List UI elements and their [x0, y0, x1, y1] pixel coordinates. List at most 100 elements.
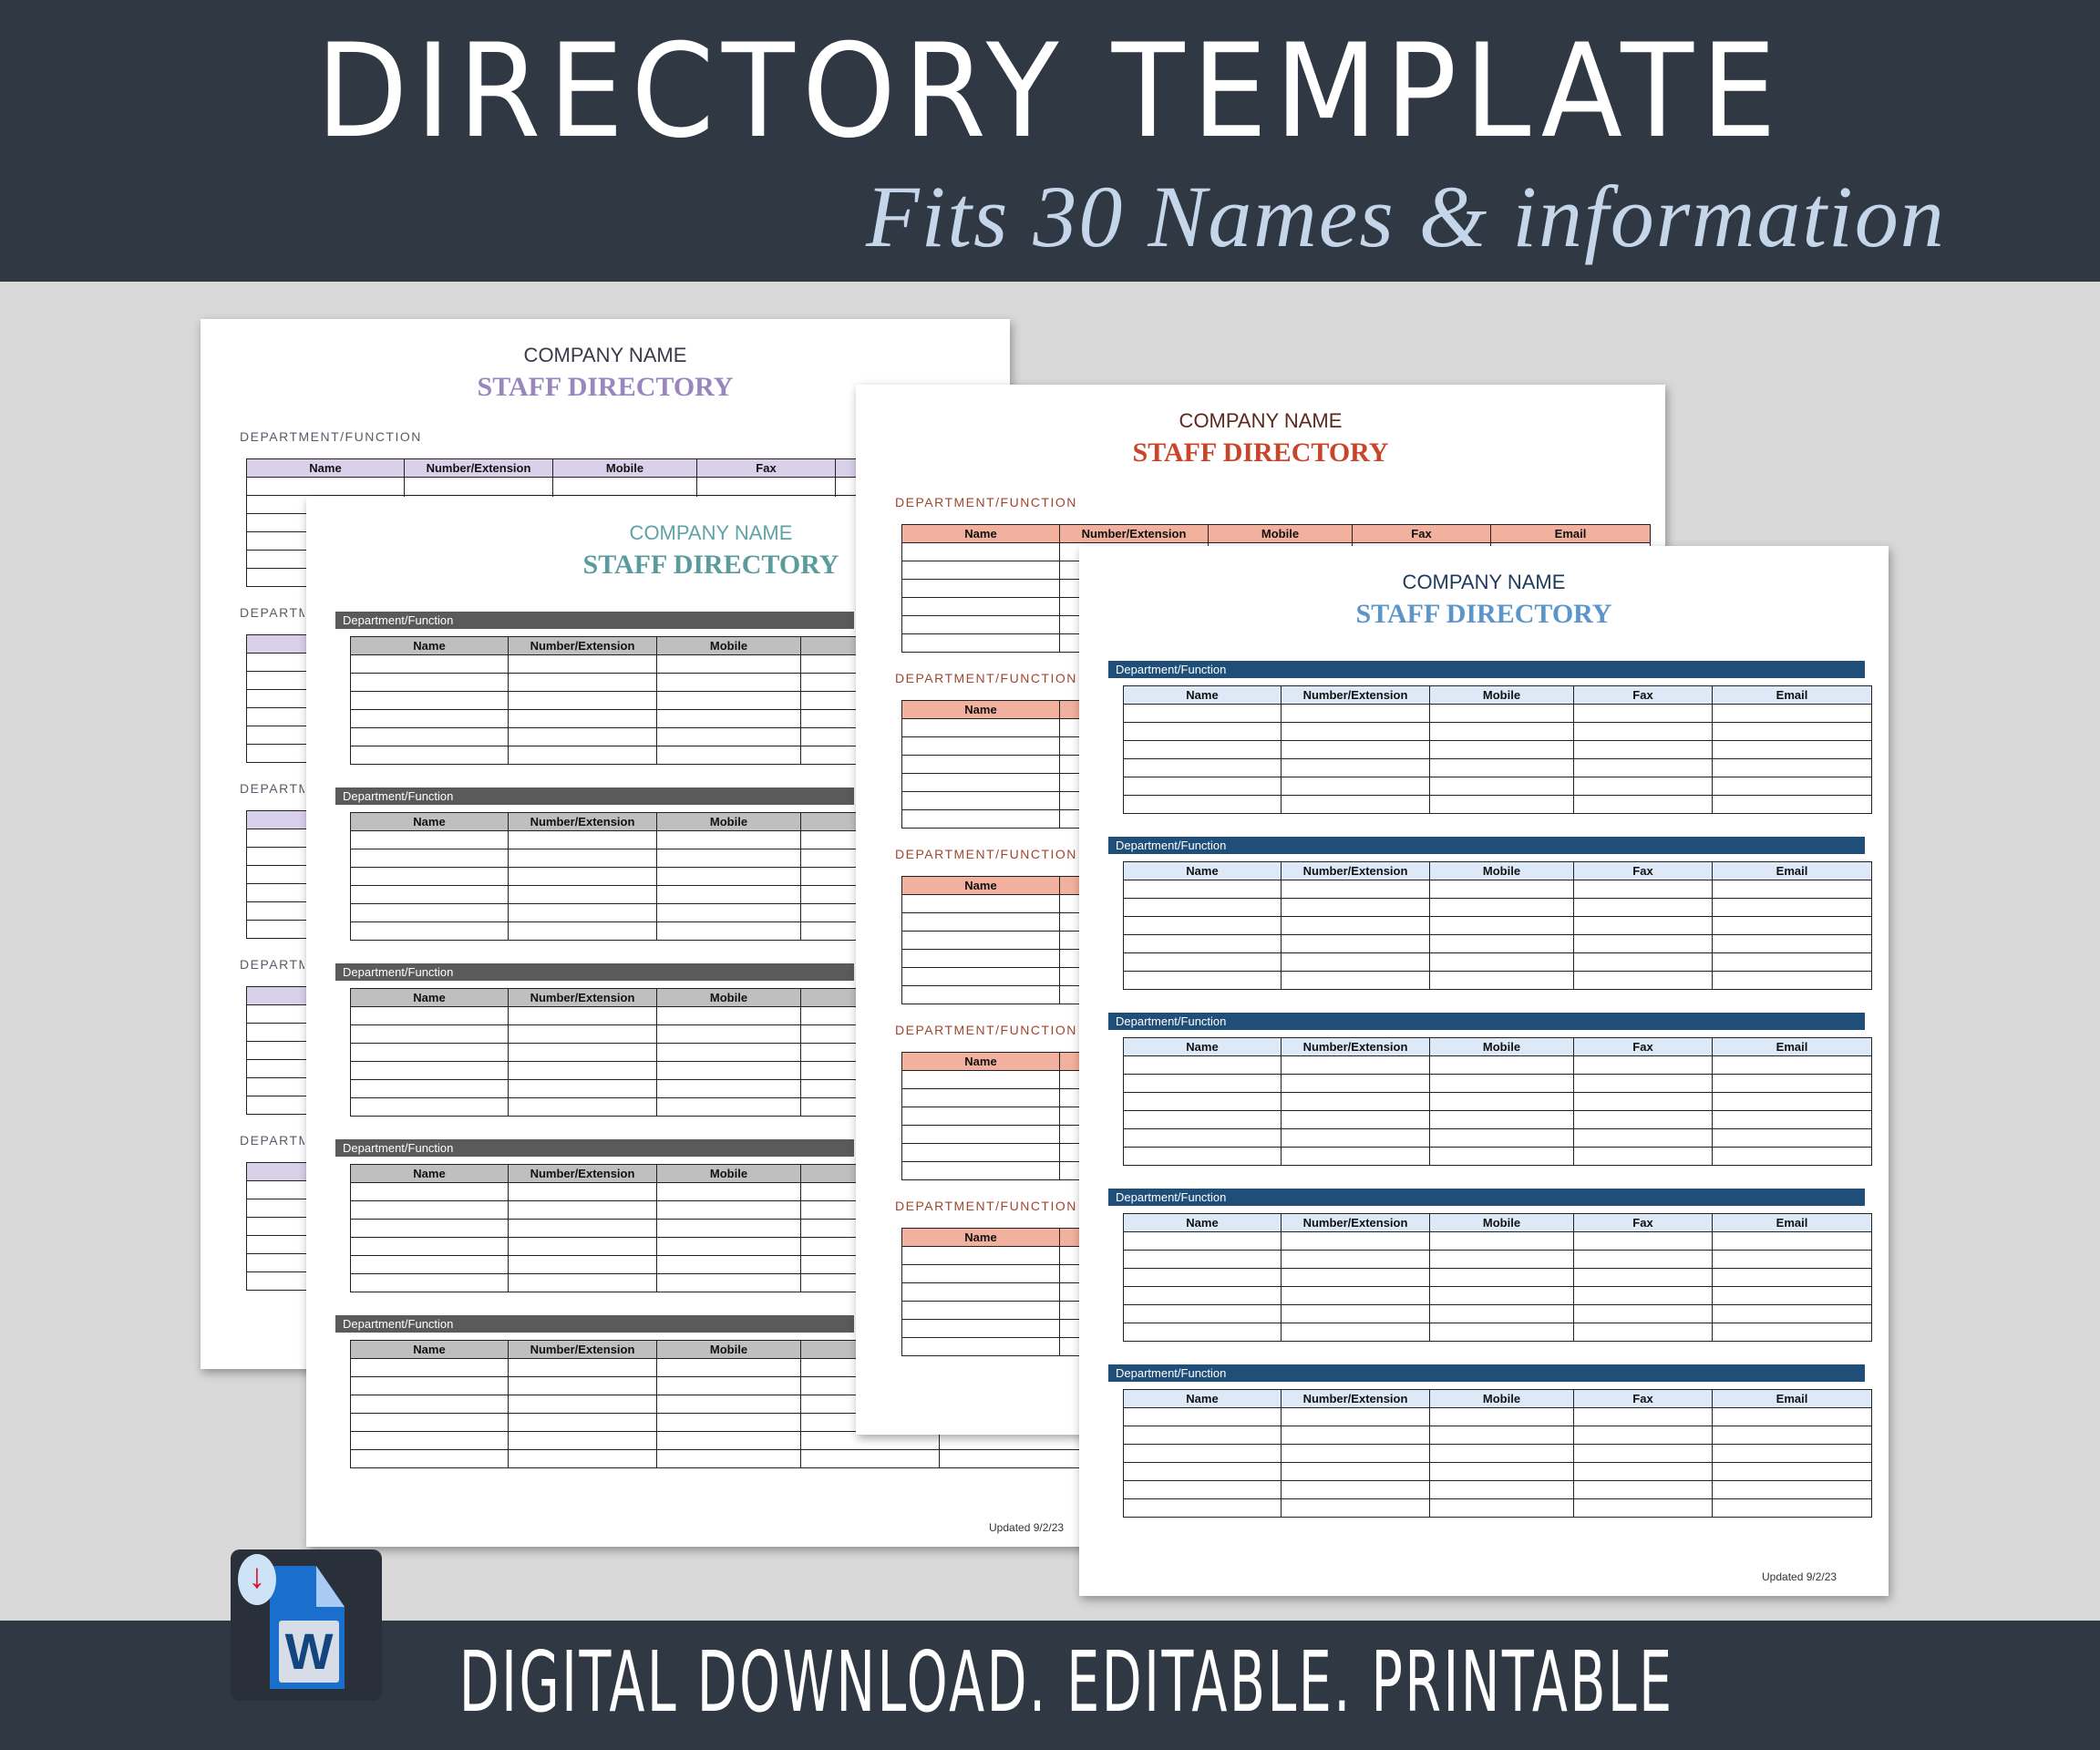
- table-cell: [901, 931, 1060, 950]
- column-header: Name: [350, 1340, 509, 1359]
- table-cell: [350, 903, 509, 922]
- section-header: Department/Function: [335, 788, 854, 805]
- table-cell: [1123, 934, 1282, 953]
- column-header: Mobile: [1429, 685, 1574, 705]
- column-header: Mobile: [656, 636, 801, 655]
- table-cell: [656, 903, 801, 922]
- table-cell: [1281, 1462, 1430, 1481]
- column-header: Name: [350, 1164, 509, 1183]
- table-cell: [901, 773, 1060, 792]
- table-cell: [1712, 1444, 1872, 1463]
- table-cell: [1573, 722, 1713, 741]
- table-cell: [1429, 777, 1574, 796]
- table-row: [1123, 952, 1872, 972]
- table-cell: [1123, 1323, 1282, 1342]
- column-header: Number/Extension: [1281, 1389, 1430, 1408]
- table-cell: [1123, 916, 1282, 935]
- table-cell: [1712, 880, 1872, 899]
- table-cell: [1429, 795, 1574, 814]
- table-cell: [1281, 1250, 1430, 1269]
- table-cell: [1573, 1407, 1713, 1426]
- table-cell: [1712, 1323, 1872, 1342]
- table-cell: [1281, 740, 1430, 759]
- table-cell: [1712, 1092, 1872, 1111]
- column-header: Name: [1123, 1037, 1282, 1056]
- column-header: Name: [1123, 685, 1282, 705]
- table-cell: [508, 1006, 657, 1025]
- column-header: Number/Extension: [508, 636, 657, 655]
- table-cell: [508, 1273, 657, 1292]
- section-header: Department/Function: [1108, 837, 1865, 854]
- table-cell: [656, 830, 801, 849]
- table-cell: [1573, 704, 1713, 723]
- column-header: Fax: [1352, 524, 1491, 543]
- table-cell: [656, 1237, 801, 1256]
- table-cell: [656, 867, 801, 886]
- table-cell: [1123, 898, 1282, 917]
- table-cell: [1429, 1426, 1574, 1445]
- table-cell: [1573, 1055, 1713, 1075]
- table-cell: [508, 885, 657, 904]
- table-cell: [656, 1097, 801, 1117]
- table-cell: [656, 709, 801, 728]
- table-cell: [1429, 704, 1574, 723]
- column-header: Mobile: [1429, 861, 1574, 880]
- table-cell: [1123, 880, 1282, 899]
- column-header: Email: [1712, 1037, 1872, 1056]
- section-header: Department/Function: [1108, 1364, 1865, 1382]
- table-cell: [508, 1358, 657, 1377]
- table-cell: [901, 1246, 1060, 1265]
- table-cell: [1281, 1055, 1430, 1075]
- table-row: [1123, 1304, 1872, 1323]
- table-cell: [1123, 1110, 1282, 1129]
- table-cell: [1429, 722, 1574, 741]
- top-banner: [0, 0, 2100, 282]
- column-header: Number/Extension: [1281, 861, 1430, 880]
- table-cell: [656, 1061, 801, 1080]
- table-cell: [1573, 795, 1713, 814]
- table-cell: [1123, 952, 1282, 972]
- directory-table: Name Number/Extension Mobile Fax Email: [1123, 1037, 1872, 1166]
- table-cell: [1712, 1147, 1872, 1166]
- column-header: Number/Extension: [508, 988, 657, 1007]
- table-cell: [1429, 1268, 1574, 1287]
- table-cell: [1712, 722, 1872, 741]
- table-cell: [1573, 898, 1713, 917]
- column-header: Name: [901, 1052, 1060, 1071]
- updated-date: Updated 9/2/23: [989, 1521, 1065, 1534]
- table-cell: [656, 1219, 801, 1238]
- word-letter: W: [279, 1621, 339, 1683]
- table-cell: [1573, 777, 1713, 796]
- table-cell: [1429, 898, 1574, 917]
- table-cell: [1573, 1462, 1713, 1481]
- table-row: [1123, 1268, 1872, 1287]
- table-cell: [508, 727, 657, 746]
- table-cell: [350, 1097, 509, 1117]
- table-cell: [1123, 1128, 1282, 1148]
- column-header: Number/Extension: [404, 458, 553, 478]
- table-cell: [1123, 971, 1282, 990]
- table-cell: [901, 967, 1060, 986]
- table-cell: [350, 1079, 509, 1098]
- table-cell: [656, 885, 801, 904]
- table-cell: [1573, 880, 1713, 899]
- table-cell: [1123, 1055, 1282, 1075]
- table-cell: [1573, 1074, 1713, 1093]
- column-header: Number/Extension: [1281, 685, 1430, 705]
- table-cell: [1281, 952, 1430, 972]
- table-row: [1123, 795, 1872, 814]
- table-cell: [1429, 934, 1574, 953]
- table-cell: [1712, 1268, 1872, 1287]
- table-cell: [656, 1358, 801, 1377]
- column-header: Mobile: [656, 988, 801, 1007]
- directory-table: Name Number/Extension Mobile Fax Email: [1123, 861, 1872, 990]
- table-cell: [656, 1024, 801, 1044]
- table-cell: [1123, 1304, 1282, 1323]
- table-cell: [1573, 1128, 1713, 1148]
- table-cell: [350, 691, 509, 710]
- table-cell: [508, 1413, 657, 1432]
- section-header: Department/Function: [335, 612, 854, 629]
- column-header: Name: [1123, 1213, 1282, 1232]
- table-cell: [508, 1255, 657, 1274]
- table-cell: [1123, 722, 1282, 741]
